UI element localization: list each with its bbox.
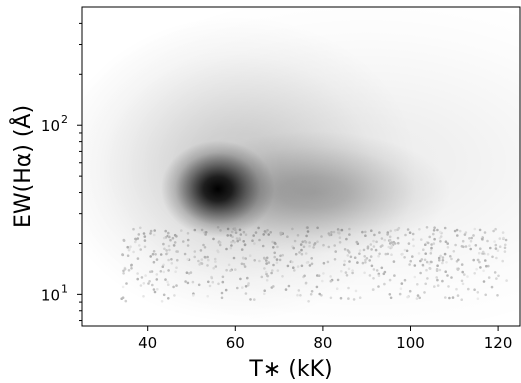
plot-frame [81,6,521,327]
y-tick-exponent: 2 [61,113,68,126]
density-layer [82,7,520,326]
x-tick-label: 100 [396,334,425,352]
x-tick-label: 40 [138,334,157,352]
x-tick-label: 120 [484,334,513,352]
y-tick-exponent: 1 [61,282,68,295]
density-peak [160,140,275,238]
y-axis-label: EW(Hα) (Å) [9,105,36,228]
x-tick-label: 80 [313,334,332,352]
x-tick-label: 60 [226,334,245,352]
y-tick-label: 10 [41,286,60,304]
y-tick-label: 10 [41,117,60,135]
scatter-point [121,296,125,300]
x-axis-label: T∗ (kK) [248,357,332,382]
scatter-point [124,299,128,303]
